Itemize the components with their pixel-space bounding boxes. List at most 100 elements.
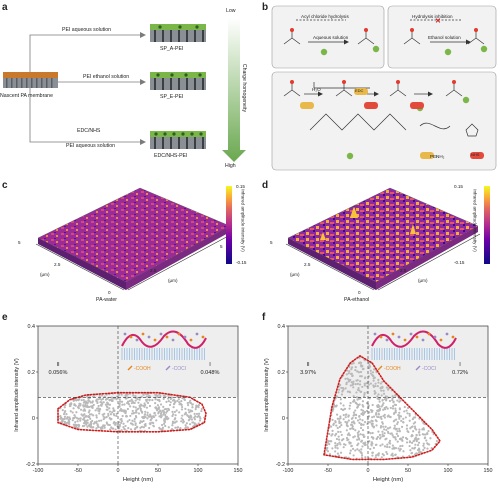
scatter-point [190, 418, 194, 421]
scatter-point [154, 414, 157, 417]
cooh-legend-label: -COOH [134, 366, 151, 372]
scatter-point [391, 407, 395, 410]
scatter-point [369, 447, 372, 451]
scatter-point [414, 443, 417, 446]
scatter-point [361, 428, 365, 432]
scatter-point [102, 415, 105, 418]
scatter-point [159, 403, 163, 406]
scatter-point [336, 395, 339, 399]
branch-arrows [29, 34, 140, 143]
scatter-point [73, 414, 76, 417]
scatter-point [159, 412, 163, 415]
scatter-point [381, 399, 384, 402]
scatter-point [167, 426, 170, 429]
functional-group-dot [195, 332, 199, 336]
scatter-point [128, 399, 131, 403]
scatter-point [411, 447, 414, 450]
scatter-point [143, 413, 147, 416]
panel-letter-d: d [262, 180, 269, 191]
scatter-point [334, 450, 337, 453]
scatter-point [359, 380, 362, 383]
scatter-point [406, 412, 409, 415]
scatter-point [378, 400, 381, 403]
scatter-point [358, 438, 361, 441]
scatter-point [74, 416, 77, 419]
scatter-point [359, 375, 362, 378]
scatter-point [358, 449, 361, 452]
y-tick-label: 0.2 [28, 370, 36, 376]
cocl-legend-label: -COCl [172, 366, 186, 372]
panel-letter-a: a [2, 2, 8, 13]
scatter-point [112, 422, 115, 425]
scatter-point [419, 450, 422, 454]
scatter-point [123, 428, 126, 431]
cocl-legend-label: -COCl [422, 366, 436, 372]
scatter-point [89, 421, 92, 424]
x-axis-label: Height (nm) [123, 477, 153, 483]
inset-illustration: -COOH -COCl [121, 330, 207, 372]
scatter-point [328, 453, 332, 456]
scatter-point [173, 418, 176, 421]
scatter-point [338, 420, 341, 423]
d-axis-um-a: (μm) [290, 272, 300, 277]
panel-letter-b: b [262, 2, 269, 13]
scatter-point [403, 405, 406, 409]
scatter-point [422, 442, 425, 445]
scatter-point [171, 410, 174, 413]
scatter-point [193, 416, 196, 419]
scatter-point [197, 422, 200, 425]
scatter-point [192, 421, 195, 424]
scatter-point [377, 430, 380, 433]
scatter-point [367, 380, 370, 383]
scatter-point [198, 419, 202, 422]
scatter-point [74, 398, 77, 402]
scatter-point [162, 410, 165, 413]
scatter-point [352, 395, 355, 398]
scatter-point [167, 417, 170, 420]
scatter-point [65, 412, 68, 416]
scatter-point [137, 407, 140, 410]
scatter-point [386, 407, 389, 410]
panel-b-reaction-scheme: ✕ [271, 5, 497, 171]
scatter-point [354, 383, 357, 386]
scatter-point [120, 393, 123, 396]
functional-group-dot [183, 335, 187, 339]
scatter-point [380, 456, 383, 459]
functional-group-dot [439, 338, 443, 342]
scatter-point [394, 447, 398, 450]
scatter-point [100, 419, 103, 422]
scatter-point [350, 445, 353, 448]
box2-step: Ethanol solution [428, 35, 461, 40]
scatter-point [112, 407, 115, 410]
scatter-point [346, 439, 349, 442]
scatter-point [426, 447, 429, 450]
scatter-point [69, 410, 72, 413]
scatter-point [383, 406, 386, 410]
scatter-point [114, 421, 117, 425]
scatter-point [377, 412, 380, 416]
scatter-point [393, 403, 396, 406]
scatter-point [366, 418, 369, 421]
colorbar-d-label: Infrared amplitude intensity (V) [472, 189, 478, 252]
functional-group-dot [445, 332, 449, 336]
scatter-point [383, 428, 386, 431]
scatter-point [339, 402, 342, 405]
scatter-point [140, 410, 144, 413]
scatter-point [397, 414, 400, 417]
scatter-point [95, 427, 98, 430]
scatter-point [362, 442, 365, 445]
scatter-point [154, 402, 157, 405]
nascent-membrane-label: Nascent PA membrane [0, 93, 53, 99]
gradient-low: Low [226, 8, 236, 14]
y-tick-label: -0.2 [26, 462, 35, 468]
sample-label-c: PA-water [96, 297, 117, 303]
functional-group-dot [159, 332, 163, 336]
scatter-point [426, 442, 429, 445]
scatter-point [338, 441, 341, 444]
scatter-point [363, 410, 367, 414]
quadrant-i-value: 0.72% [452, 370, 468, 376]
scatter-point [386, 452, 389, 455]
scatter-point [367, 383, 370, 386]
scatter-point [110, 399, 113, 403]
scatter-point [107, 423, 110, 427]
